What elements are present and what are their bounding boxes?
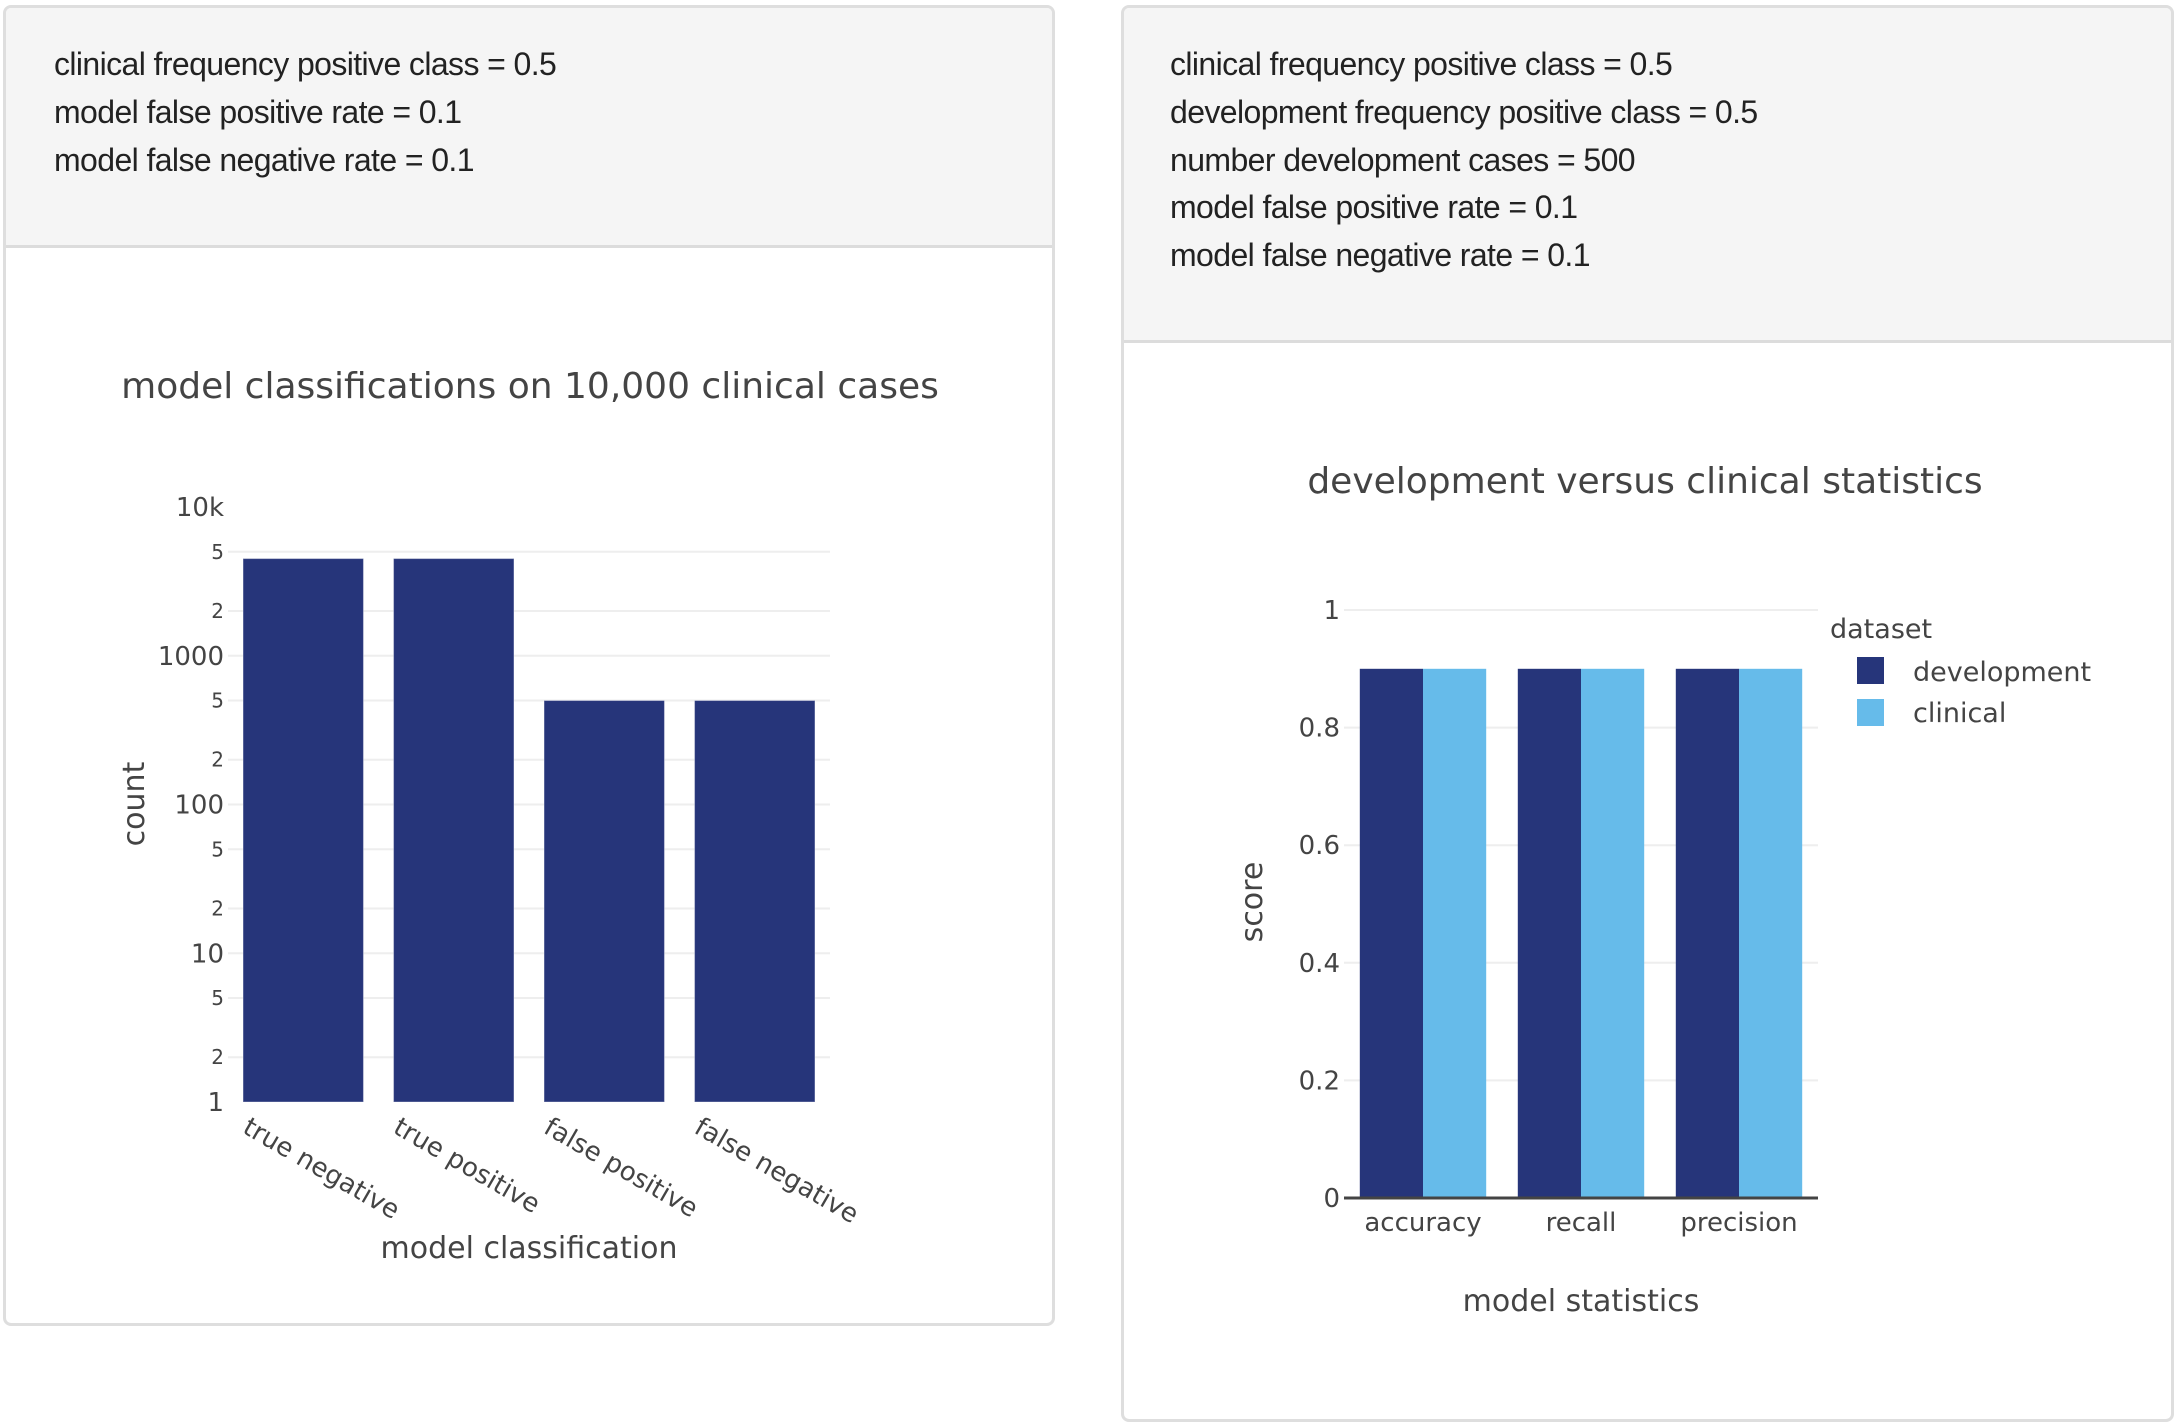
dev-vs-clinical-chart: development versus clinical statistics 0… xyxy=(1235,461,2091,1319)
x-tick-label: true positive xyxy=(388,1112,545,1220)
y-tick-label: 0.2 xyxy=(1299,1066,1340,1096)
x-tick-labels: accuracy recall precision xyxy=(1364,1208,1797,1238)
parameter-line: number development cases = 500 xyxy=(1170,142,1636,178)
bar-false-positive[interactable] xyxy=(543,700,665,1103)
legend: dataset development clinical xyxy=(1830,614,2091,729)
y-tick-label: 1000 xyxy=(158,642,224,672)
parameter-line: clinical frequency positive class = 0.5 xyxy=(54,46,557,82)
y-tick-label: 5 xyxy=(211,540,224,564)
legend-label: clinical xyxy=(1913,698,2006,729)
y-tick-label: 2 xyxy=(211,896,224,920)
legend-item-clinical[interactable]: clinical xyxy=(1857,698,2006,729)
x-tick-label: accuracy xyxy=(1364,1208,1481,1238)
y-tick-label: 0.8 xyxy=(1299,714,1340,744)
bar-development-precision[interactable] xyxy=(1675,668,1739,1198)
y-tick-label: 2 xyxy=(211,599,224,623)
bar-development-accuracy[interactable] xyxy=(1359,668,1423,1198)
parameter-line: model false negative rate = 0.1 xyxy=(1170,237,1591,273)
y-tick-label: 100 xyxy=(174,791,224,821)
y-tick-labels: 1 2 5 10 2 5 100 2 5 1000 2 5 10k xyxy=(158,493,224,1118)
y-tick-label: 2 xyxy=(211,748,224,772)
x-axis-title: model statistics xyxy=(1463,1284,1700,1319)
legend-label: development xyxy=(1913,657,2091,688)
left-card: clinical frequency positive class = 0.5 … xyxy=(3,5,1055,1326)
x-tick-label: precision xyxy=(1680,1208,1797,1238)
left-parameters-panel: clinical frequency positive class = 0.5 … xyxy=(6,8,1052,248)
x-tick-label: true negative xyxy=(238,1112,405,1226)
parameter-line: model false positive rate = 0.1 xyxy=(54,94,462,130)
y-tick-labels: 0 0.2 0.4 0.6 0.8 1 xyxy=(1299,596,1340,1214)
x-axis-title: model classification xyxy=(381,1231,678,1266)
bar-clinical-accuracy[interactable] xyxy=(1423,668,1487,1198)
y-axis-title: count xyxy=(117,761,152,846)
classification-count-chart: model classifications on 10,000 clinical… xyxy=(117,366,939,1266)
x-tick-label: false negative xyxy=(689,1112,863,1230)
x-tick-label: recall xyxy=(1546,1208,1617,1238)
parameter-line: model false positive rate = 0.1 xyxy=(1170,189,1578,225)
y-axis-title: score xyxy=(1235,862,1270,943)
y-tick-label: 5 xyxy=(211,689,224,713)
bar-clinical-recall[interactable] xyxy=(1581,668,1645,1198)
legend-swatch-clinical xyxy=(1857,699,1884,726)
bar-clinical-precision[interactable] xyxy=(1739,668,1803,1198)
legend-swatch-development xyxy=(1857,657,1884,684)
parameter-line: model false negative rate = 0.1 xyxy=(54,142,475,178)
bar-false-negative[interactable] xyxy=(694,700,816,1103)
bar-true-negative[interactable] xyxy=(242,558,364,1103)
right-parameters-panel: clinical frequency positive class = 0.5 … xyxy=(1124,8,2171,343)
right-card: clinical frequency positive class = 0.5 … xyxy=(1121,5,2174,1422)
x-tick-label: false positive xyxy=(539,1112,703,1224)
bar-development-recall[interactable] xyxy=(1517,668,1581,1198)
y-tick-label: 2 xyxy=(211,1045,224,1069)
parameter-line: development frequency positive class = 0… xyxy=(1170,94,1758,130)
y-tick-label: 0.6 xyxy=(1299,831,1340,861)
bar-true-positive[interactable] xyxy=(393,558,515,1103)
chart-title: model classifications on 10,000 clinical… xyxy=(121,366,939,407)
y-tick-label: 10k xyxy=(176,493,224,523)
chart-title: development versus clinical statistics xyxy=(1307,461,1982,502)
y-tick-label: 10 xyxy=(191,939,224,969)
y-tick-label: 0.4 xyxy=(1299,949,1340,979)
y-tick-label: 5 xyxy=(211,837,224,861)
y-tick-label: 0 xyxy=(1323,1184,1340,1214)
y-tick-label: 1 xyxy=(1323,596,1340,626)
bars xyxy=(1359,668,1803,1198)
parameter-line: clinical frequency positive class = 0.5 xyxy=(1170,46,1673,82)
y-tick-label: 5 xyxy=(211,986,224,1010)
legend-title: dataset xyxy=(1830,614,1932,645)
y-tick-label: 1 xyxy=(207,1088,224,1118)
legend-item-development[interactable]: development xyxy=(1857,657,2091,688)
bars xyxy=(242,558,816,1103)
